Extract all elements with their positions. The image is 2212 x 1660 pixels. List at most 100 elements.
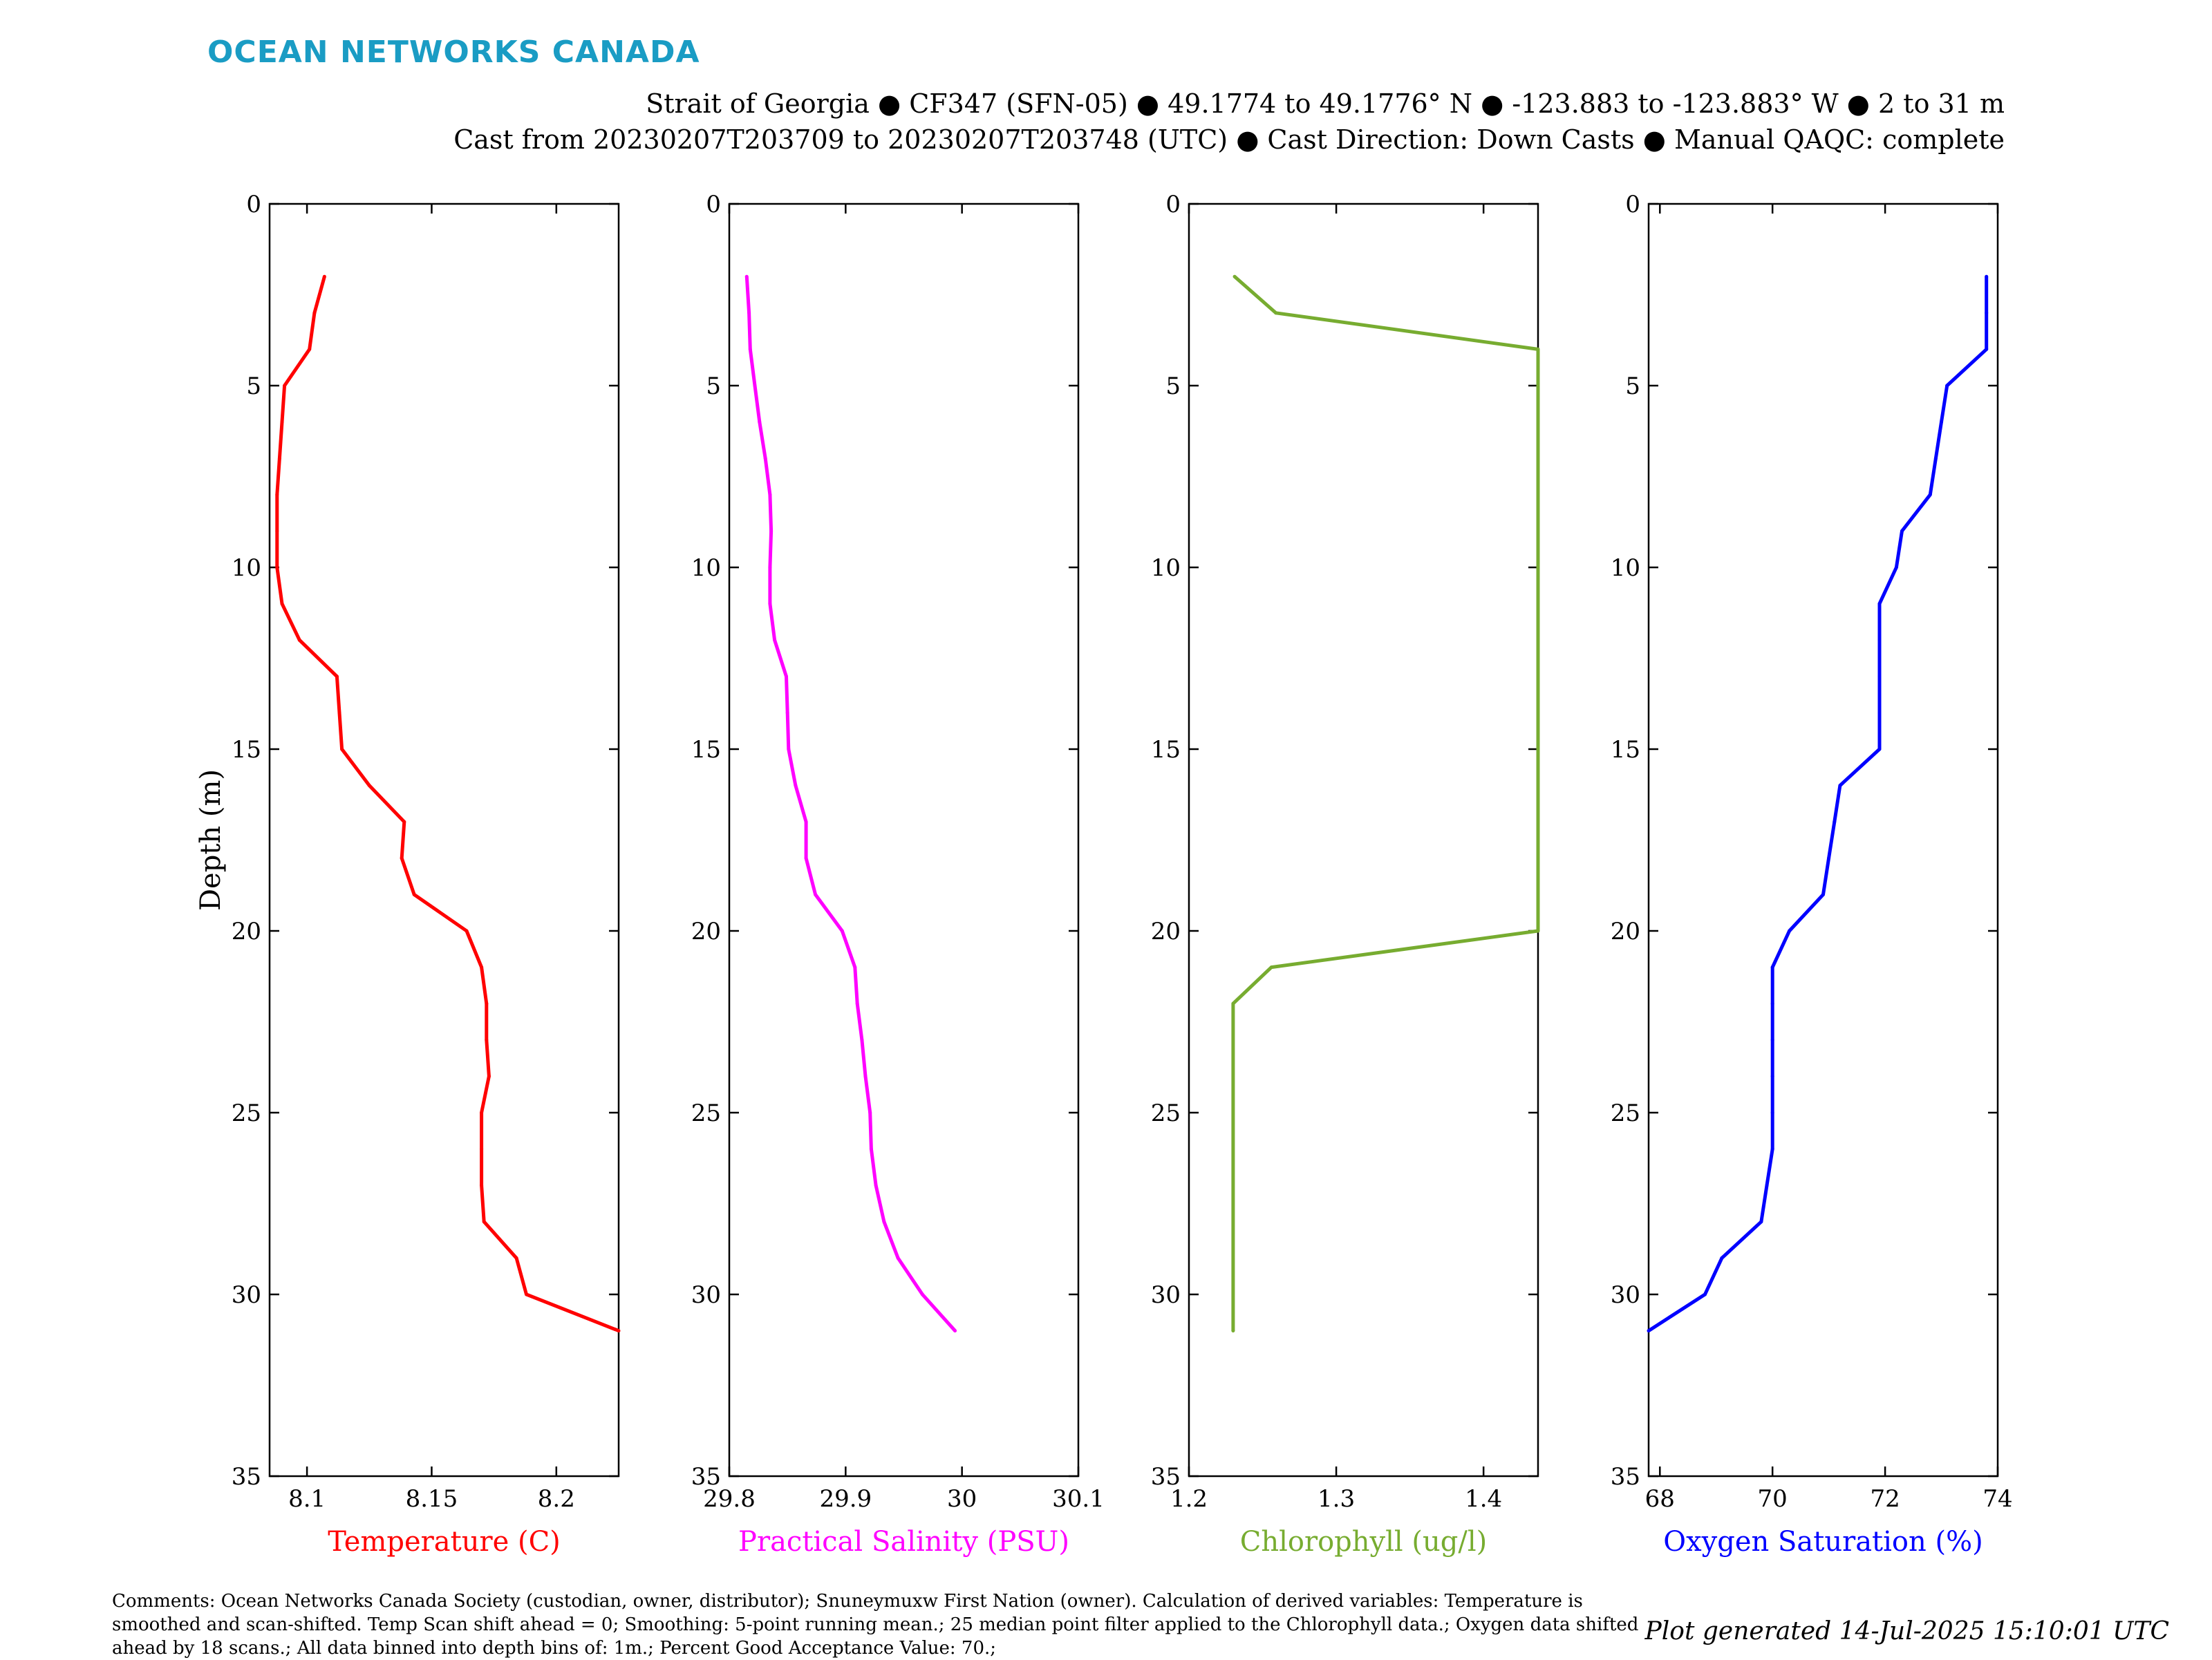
data-point bbox=[860, 1038, 864, 1042]
data-point bbox=[1788, 929, 1792, 933]
y-tick-label: 0 bbox=[1165, 191, 1181, 218]
data-point bbox=[485, 1038, 489, 1042]
data-point bbox=[277, 456, 281, 460]
data-point bbox=[1933, 456, 1938, 460]
y-tick-label: 10 bbox=[691, 554, 721, 582]
x-tick-label: 74 bbox=[1983, 1485, 2012, 1513]
data-point bbox=[1770, 1038, 1774, 1042]
data-point bbox=[480, 1147, 484, 1151]
data-point bbox=[869, 1147, 873, 1151]
profile-panel-3: 0 5 10 15 20 25 30 351.2 1.3 1.4 Chlorophyll (ug/l… bbox=[1151, 191, 1540, 1558]
data-point bbox=[275, 493, 279, 497]
data-point bbox=[402, 820, 406, 824]
x-axis-label: Chlorophyll (ug/l) bbox=[1240, 1526, 1488, 1558]
data-point bbox=[855, 1001, 859, 1006]
data-point bbox=[753, 384, 757, 388]
data-point bbox=[482, 1220, 486, 1224]
data-point bbox=[773, 638, 777, 642]
x-tick-label: 1.3 bbox=[1318, 1485, 1355, 1513]
data-point bbox=[882, 1220, 886, 1224]
data-point bbox=[1231, 1329, 1235, 1333]
x-tick-label: 30.1 bbox=[1052, 1485, 1105, 1513]
data-point bbox=[1231, 1001, 1235, 1006]
x-tick-label: 72 bbox=[1870, 1485, 1900, 1513]
data-point bbox=[275, 529, 279, 533]
data-point bbox=[768, 493, 772, 497]
data-point bbox=[814, 892, 818, 896]
data-point bbox=[340, 747, 344, 751]
data-point bbox=[322, 274, 326, 279]
ocean-networks-canada-logo: OCEAN NETWORKS CANADA bbox=[207, 35, 700, 70]
data-point bbox=[863, 1074, 868, 1078]
series-line bbox=[1231, 275, 1540, 1331]
data-point bbox=[1838, 784, 1842, 788]
data-point bbox=[748, 347, 752, 351]
data-point bbox=[1536, 929, 1540, 933]
y-tick-label: 15 bbox=[691, 736, 721, 764]
y-axis-label: Depth (m) bbox=[195, 769, 227, 911]
y-tick-label: 20 bbox=[1151, 918, 1181, 945]
y-tick-label: 20 bbox=[691, 918, 721, 945]
data-point bbox=[804, 820, 808, 824]
data-point bbox=[1770, 1074, 1774, 1078]
data-point bbox=[768, 565, 772, 569]
data-point bbox=[275, 565, 279, 569]
x-axis-label: Oxygen Saturation (%) bbox=[1663, 1526, 1983, 1558]
data-point bbox=[1759, 1220, 1763, 1224]
data-point bbox=[874, 1183, 878, 1187]
series-line bbox=[1647, 276, 1989, 1332]
y-tick-label: 15 bbox=[1611, 736, 1640, 764]
data-point bbox=[1877, 638, 1882, 642]
plot-header-location: Strait of Georgia ● CF347 (SFN-05) ● 49.… bbox=[646, 88, 2005, 119]
y-tick-label: 10 bbox=[1611, 554, 1640, 582]
data-point bbox=[337, 710, 341, 715]
data-point bbox=[1703, 1292, 1707, 1296]
data-point bbox=[1877, 710, 1882, 715]
data-point bbox=[1985, 274, 1989, 279]
x-tick-label: 8.15 bbox=[406, 1485, 458, 1513]
data-point bbox=[1720, 1256, 1724, 1260]
y-tick-label: 15 bbox=[232, 736, 261, 764]
data-point bbox=[1877, 675, 1882, 679]
x-tick-label: 8.2 bbox=[538, 1485, 575, 1513]
data-point bbox=[335, 675, 339, 679]
data-point bbox=[525, 1292, 529, 1296]
data-point bbox=[794, 784, 798, 788]
axes-frame bbox=[268, 202, 620, 1478]
data-point bbox=[1928, 493, 1932, 497]
plot-header-cast: Cast from 20230207T203709 to 20230207T20… bbox=[453, 124, 2005, 155]
axes-frame bbox=[1188, 202, 1539, 1478]
y-tick-label: 25 bbox=[232, 1100, 261, 1127]
data-point bbox=[920, 1292, 924, 1296]
data-point bbox=[280, 602, 284, 606]
axes-frame bbox=[1647, 202, 1999, 1478]
data-point bbox=[804, 856, 808, 860]
y-tick-label: 10 bbox=[232, 554, 261, 582]
data-point bbox=[1770, 1001, 1774, 1006]
data-point bbox=[280, 420, 284, 424]
data-point bbox=[1770, 1147, 1774, 1151]
x-tick-label: 30 bbox=[947, 1485, 977, 1513]
data-point bbox=[1833, 820, 1837, 824]
data-point bbox=[768, 602, 772, 606]
data-point bbox=[896, 1256, 900, 1260]
x-tick-label: 70 bbox=[1758, 1485, 1788, 1513]
data-point bbox=[480, 1183, 484, 1187]
data-point bbox=[1647, 1329, 1651, 1333]
data-point bbox=[1877, 747, 1882, 751]
y-tick-label: 0 bbox=[706, 191, 721, 218]
data-point bbox=[1536, 347, 1540, 351]
data-point bbox=[487, 1074, 491, 1078]
y-tick-label: 5 bbox=[246, 372, 261, 400]
x-tick-label: 8.1 bbox=[288, 1485, 326, 1513]
axes-frame bbox=[728, 202, 1080, 1478]
y-tick-label: 20 bbox=[1611, 918, 1640, 945]
y-tick-label: 5 bbox=[1165, 372, 1181, 400]
y-tick-label: 5 bbox=[1625, 372, 1640, 400]
y-tick-label: 0 bbox=[246, 191, 261, 218]
data-point bbox=[312, 311, 317, 315]
data-point bbox=[1900, 529, 1904, 533]
data-point bbox=[1877, 602, 1882, 606]
series-line bbox=[744, 276, 957, 1332]
